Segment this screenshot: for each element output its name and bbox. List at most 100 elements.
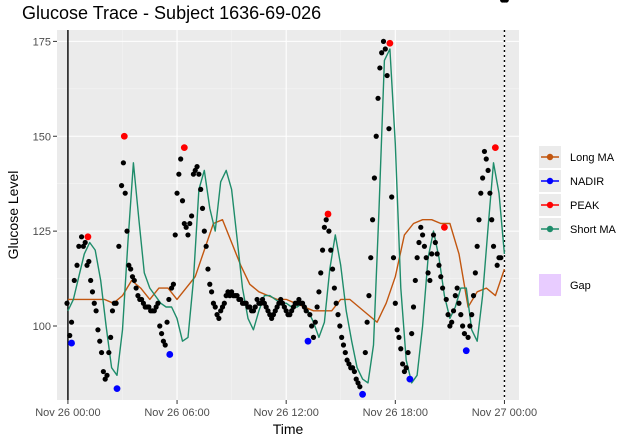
- observed-point: [382, 46, 388, 52]
- observed-point: [158, 330, 165, 337]
- observed-point: [93, 308, 99, 314]
- observed-point: [86, 258, 92, 265]
- observed-point: [122, 190, 128, 196]
- observed-point: [316, 289, 322, 295]
- observed-point: [74, 262, 80, 268]
- observed-point: [157, 323, 163, 329]
- observed-point: [489, 217, 495, 223]
- observed-point: [366, 293, 372, 299]
- peak-point: [386, 39, 394, 47]
- observed-point: [480, 175, 486, 181]
- legend-label: NADIR: [570, 176, 604, 188]
- observed-point: [418, 224, 424, 230]
- observed-point: [174, 190, 180, 196]
- observed-point: [203, 243, 209, 249]
- observed-point: [331, 285, 337, 291]
- observed-point: [458, 312, 464, 318]
- observed-point: [445, 312, 451, 318]
- observed-point: [187, 220, 193, 227]
- observed-point: [386, 126, 392, 132]
- legend-key-point: [546, 225, 554, 233]
- observed-point: [155, 300, 161, 306]
- observed-point: [409, 330, 415, 337]
- legend-item-short-ma: Short MA: [539, 218, 617, 240]
- y-axis-title: Glucose Level: [5, 171, 21, 260]
- peak-point: [491, 144, 499, 152]
- observed-point: [474, 243, 480, 249]
- observed-point: [454, 285, 460, 291]
- observed-point: [469, 312, 475, 318]
- legend-label: Gap: [570, 280, 591, 292]
- legend-key-point: [546, 177, 554, 185]
- observed-point: [452, 293, 458, 299]
- observed-point: [357, 384, 363, 390]
- observed-point: [380, 38, 387, 44]
- observed-point: [71, 277, 77, 284]
- observed-point: [465, 334, 471, 340]
- observed-point: [398, 346, 404, 352]
- observed-point: [252, 304, 258, 310]
- observed-point: [503, 0, 509, 3]
- observed-point: [67, 332, 73, 339]
- legend: Long MA NADIR PEAK Short MA Gap: [539, 146, 617, 296]
- observed-point: [64, 300, 70, 306]
- peak-point: [84, 233, 92, 241]
- observed-point: [128, 266, 134, 272]
- observed-point: [207, 281, 213, 287]
- observed-point: [498, 255, 504, 261]
- x-tick-label: Nov 26 06:00: [144, 407, 209, 419]
- observed-point: [421, 243, 428, 249]
- legend-label: Short MA: [570, 224, 617, 236]
- nadir-point: [304, 337, 312, 345]
- nadir-point: [406, 375, 414, 383]
- observed-point: [310, 334, 317, 340]
- observed-point: [205, 266, 211, 272]
- observed-point: [321, 224, 327, 230]
- observed-point: [318, 270, 324, 276]
- nadir-point: [359, 390, 366, 398]
- observed-point: [377, 65, 383, 71]
- observed-point: [113, 300, 119, 306]
- observed-point: [414, 255, 420, 261]
- observed-point: [216, 315, 222, 322]
- observed-point: [362, 349, 368, 356]
- observed-point: [412, 277, 418, 284]
- observed-point: [198, 186, 204, 192]
- y-tick-label: 125: [33, 226, 51, 238]
- observed-point: [460, 323, 466, 329]
- observed-point: [120, 160, 126, 166]
- observed-point: [416, 239, 422, 246]
- observed-point: [118, 182, 125, 189]
- observed-point: [490, 243, 497, 249]
- observed-point: [178, 156, 184, 162]
- observed-point: [179, 198, 186, 204]
- legend-label: Long MA: [570, 152, 615, 164]
- nadir-point: [462, 347, 470, 355]
- observed-point: [337, 323, 343, 329]
- observed-point: [483, 156, 489, 162]
- observed-point: [485, 167, 491, 174]
- observed-point: [434, 251, 440, 257]
- observed-point: [212, 304, 218, 310]
- observed-point: [98, 349, 105, 356]
- observed-point: [106, 349, 112, 356]
- observed-point: [183, 224, 189, 230]
- observed-point: [443, 296, 449, 303]
- observed-point: [481, 148, 488, 155]
- y-tick-label: 150: [33, 131, 51, 143]
- x-tick-label: Nov 26 18:00: [363, 407, 428, 419]
- observed-point: [97, 338, 103, 344]
- observed-point: [419, 232, 426, 238]
- observed-point: [91, 300, 97, 306]
- observed-point: [172, 232, 178, 238]
- observed-point: [410, 304, 417, 310]
- x-axis-title: Time: [273, 421, 304, 437]
- peak-point: [180, 144, 188, 152]
- observed-point: [369, 217, 376, 223]
- observed-point: [396, 334, 402, 340]
- observed-point: [438, 274, 444, 280]
- y-axis-ticks: 100 125 150 175: [33, 36, 57, 333]
- legend-item-long-ma: Long MA: [539, 146, 615, 168]
- observed-point: [364, 319, 370, 325]
